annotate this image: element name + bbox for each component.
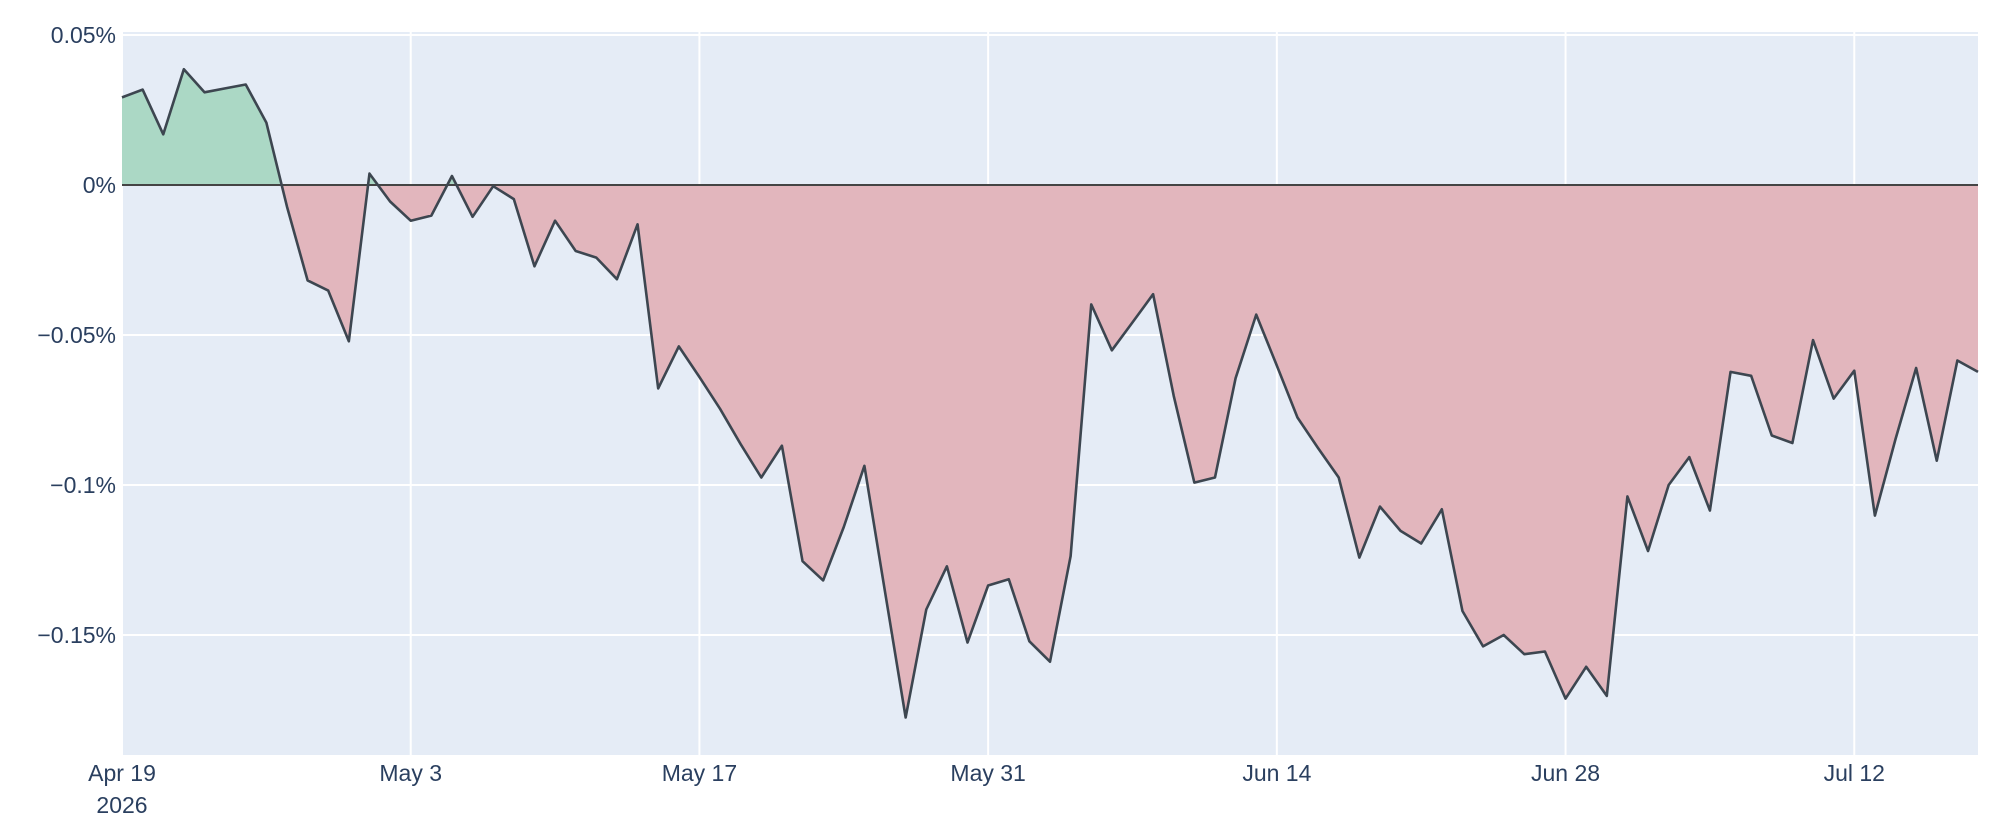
negative-area bbox=[122, 185, 1978, 718]
x-tick-label: Apr 19 bbox=[88, 760, 156, 786]
x-tick-label: May 3 bbox=[379, 760, 442, 786]
x-tick-year: 2026 bbox=[96, 792, 147, 818]
x-tick-label: May 17 bbox=[662, 760, 737, 786]
y-tick-label: −0.15% bbox=[37, 622, 116, 648]
y-tick-label: −0.05% bbox=[37, 322, 116, 348]
x-tick-label: May 31 bbox=[950, 760, 1025, 786]
y-tick-label: 0% bbox=[83, 172, 116, 198]
x-tick-label: Jun 28 bbox=[1531, 760, 1600, 786]
y-tick-label: −0.1% bbox=[50, 472, 116, 498]
x-tick-label: Jul 12 bbox=[1824, 760, 1885, 786]
y-tick-label: 0.05% bbox=[51, 22, 116, 48]
x-tick-label: Jun 14 bbox=[1242, 760, 1311, 786]
line bbox=[121, 67, 1979, 719]
